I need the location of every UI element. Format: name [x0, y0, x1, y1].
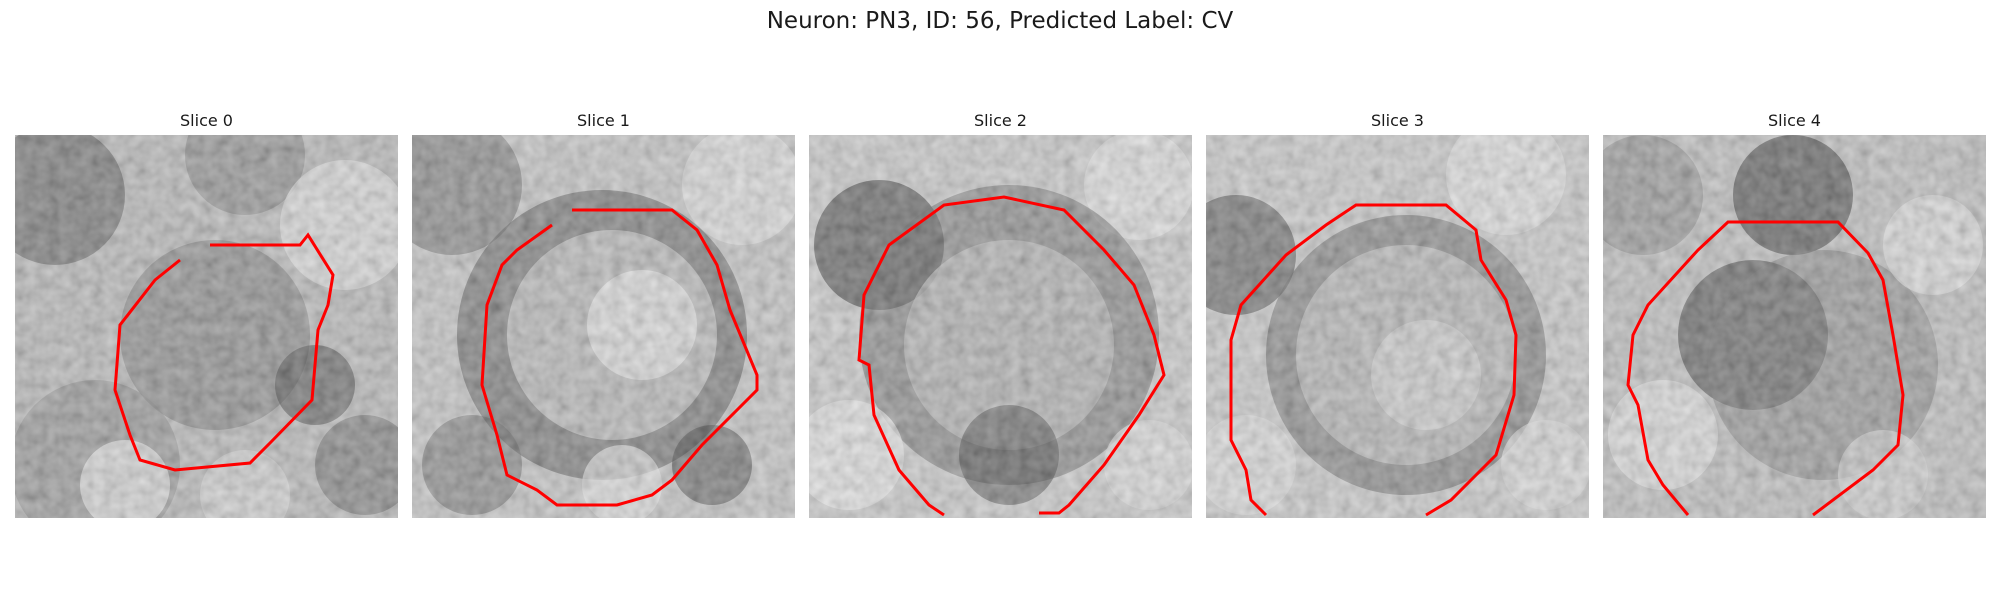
microscopy-slice-image: [1603, 135, 1986, 518]
slice-panel-2: Slice 2: [809, 107, 1192, 518]
slice-panel-1: Slice 1: [412, 107, 795, 518]
slice-panel-0: Slice 0: [15, 107, 398, 518]
slice-title: Slice 2: [809, 107, 1192, 135]
slice-title: Slice 0: [15, 107, 398, 135]
microscopy-slice-image: [809, 135, 1192, 518]
slice-panel-3: Slice 3: [1206, 107, 1589, 518]
microscopy-slice-image: [412, 135, 795, 518]
figure-title: Neuron: PN3, ID: 56, Predicted Label: CV: [0, 8, 2000, 34]
slice-title: Slice 4: [1603, 107, 1986, 135]
slice-panel-4: Slice 4: [1603, 107, 1986, 518]
slice-title: Slice 1: [412, 107, 795, 135]
slice-title: Slice 3: [1206, 107, 1589, 135]
microscopy-slice-image: [15, 135, 398, 518]
microscopy-slice-image: [1206, 135, 1589, 518]
